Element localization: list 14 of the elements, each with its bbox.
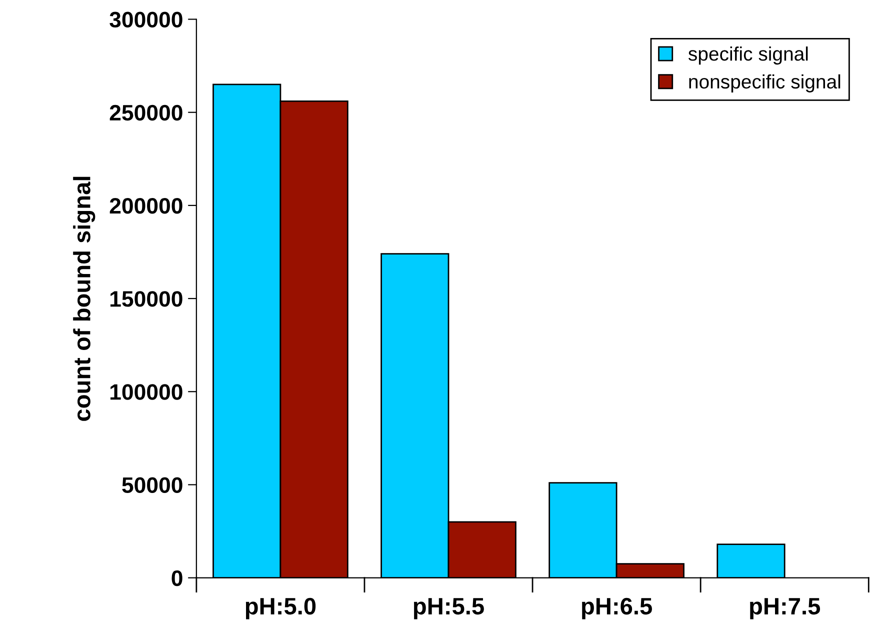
y-tick-label: 100000 — [110, 384, 182, 400]
y-tick-label: 150000 — [110, 291, 182, 307]
legend-label: nonspecific signal — [689, 74, 840, 92]
y-tick-label: 250000 — [110, 104, 182, 121]
x-tick-label: pH:5.0 — [246, 598, 316, 620]
y-tick-label: 300000 — [110, 12, 182, 28]
y-tick-label: 200000 — [110, 198, 182, 214]
x-tick-label: pH:6.5 — [582, 598, 652, 620]
x-tick-label: pH:7.5 — [750, 598, 820, 620]
x-tick-label: pH:5.5 — [414, 598, 484, 620]
y-tick-label: 50000 — [122, 477, 182, 493]
legend-label: specific signal — [688, 46, 808, 65]
y-tick-label: 0 — [172, 570, 182, 586]
y-axis-title: count of bound signal — [73, 176, 96, 421]
